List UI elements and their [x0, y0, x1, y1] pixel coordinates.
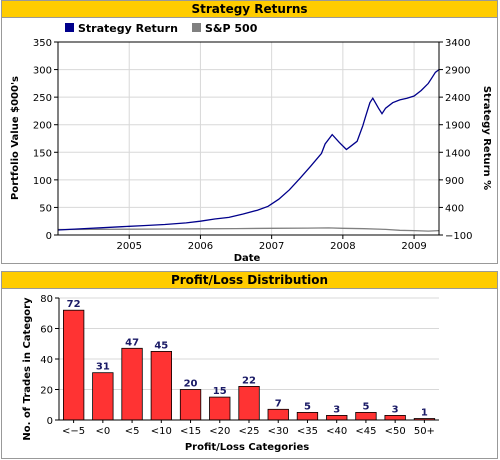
line-x-tick-label: 2006 [188, 241, 213, 252]
bar-value-label: 20 [184, 379, 198, 390]
bar-category-label: 50+ [414, 426, 435, 437]
bar-category-label: <40 [326, 426, 347, 437]
bar-category-label: <−5 [62, 426, 85, 437]
legend-swatch-sp500 [192, 23, 201, 32]
bar-value-label: 5 [304, 401, 311, 412]
line-y-axis-label: Portfolio Value $000's [10, 76, 21, 200]
bar-y-tick-label: 0 [47, 416, 53, 427]
line-legend: Strategy Return S&P 500 [65, 22, 258, 35]
bar-value-label: 1 [421, 407, 428, 418]
bar-value-label: 45 [154, 340, 168, 351]
bar-value-label: 3 [333, 404, 340, 415]
legend-label-strategy: Strategy Return [78, 22, 178, 35]
line-y2-tick-label: 1400 [445, 148, 470, 159]
bar [238, 386, 260, 421]
line-x-tick-label: 2009 [401, 241, 426, 252]
bar-category-label: <10 [151, 426, 172, 437]
bar-x-axis-label: Profit/Loss Categories [185, 442, 309, 453]
bar-category-label: <25 [238, 426, 259, 437]
line-y-tick-label: 200 [33, 121, 52, 132]
bar-category-label: <15 [180, 426, 201, 437]
line-y-tick-label: 100 [33, 176, 52, 187]
bar-y-tick-label: 80 [40, 294, 53, 305]
bar-y-tick-label: 20 [40, 386, 53, 397]
strategy-returns-title: Strategy Returns [2, 1, 497, 18]
bar [150, 351, 173, 421]
bar [92, 372, 114, 421]
strategy-returns-panel: Strategy Returns Strategy Return S&P 500… [1, 0, 498, 264]
bar-category-label: <0 [95, 426, 110, 437]
legend-label-sp500: S&P 500 [205, 22, 258, 35]
bar-category-label: <30 [268, 426, 289, 437]
line-plot-frame [57, 41, 440, 236]
line-y-tick-label: 150 [33, 148, 52, 159]
bar-value-label: 47 [125, 337, 139, 348]
line-y-tick-label: 250 [33, 93, 52, 104]
profit-loss-panel: Profit/Loss Distribution 72 31 47 45 20 15 22 7… [1, 271, 498, 459]
line-y-tick-label: 350 [33, 38, 52, 49]
bar [296, 412, 319, 421]
strategy-return-line [57, 69, 440, 231]
line-x-tick-label: 2007 [259, 241, 284, 252]
line-x-tick-label: 2005 [116, 241, 141, 252]
bar-category-label: <5 [125, 426, 140, 437]
bar [121, 347, 143, 421]
bar-value-label: 7 [275, 398, 282, 409]
bar-value-label: 5 [362, 401, 369, 412]
profit-loss-title: Profit/Loss Distribution [2, 272, 497, 289]
bar-value-label: 22 [242, 375, 256, 386]
line-y2-tick-label: 2400 [445, 93, 470, 104]
bar-category-label: <20 [209, 426, 230, 437]
bar-value-label: 3 [392, 404, 399, 415]
bar [384, 415, 406, 421]
line-y2-tick-label: 2900 [445, 66, 470, 77]
bar [326, 415, 348, 421]
bar [267, 408, 289, 421]
line-y-tick-label: 50 [39, 203, 52, 214]
bar [63, 309, 85, 421]
line-y-tick-label: 0 [46, 231, 52, 242]
bar-y-tick-label: 40 [40, 355, 53, 366]
bar-value-label: 72 [67, 299, 81, 310]
bar-category-label: <50 [385, 426, 406, 437]
line-y-tick-label: 300 [33, 66, 52, 77]
strategy-returns-chart: Strategy Return S&P 500 0 50 100 150 200 250 3… [10, 22, 492, 264]
bar [209, 396, 231, 421]
legend-swatch-strategy [65, 23, 74, 32]
bar-category-label: <45 [355, 426, 376, 437]
bar-value-label: 15 [213, 386, 227, 397]
line-y2-tick-label: 400 [445, 203, 464, 214]
line-x-axis-label: Date [234, 253, 261, 264]
bar-category-label: <35 [297, 426, 318, 437]
line-y2-axis-label: Strategy Return % [481, 86, 492, 190]
bar-value-label: 31 [96, 362, 110, 373]
bar [179, 389, 202, 421]
line-y2-tick-label: 3400 [445, 38, 470, 49]
line-y2-tick-label: −100 [445, 231, 472, 242]
line-y2-tick-label: 1900 [445, 121, 470, 132]
line-x-tick-label: 2008 [330, 241, 355, 252]
line-y2-tick-label: 900 [445, 176, 464, 187]
sp500-line [57, 227, 440, 232]
bar-y-axis-label: No. of Trades in Category [22, 297, 33, 441]
bar-y-tick-label: 60 [40, 325, 53, 336]
bar [355, 412, 377, 421]
